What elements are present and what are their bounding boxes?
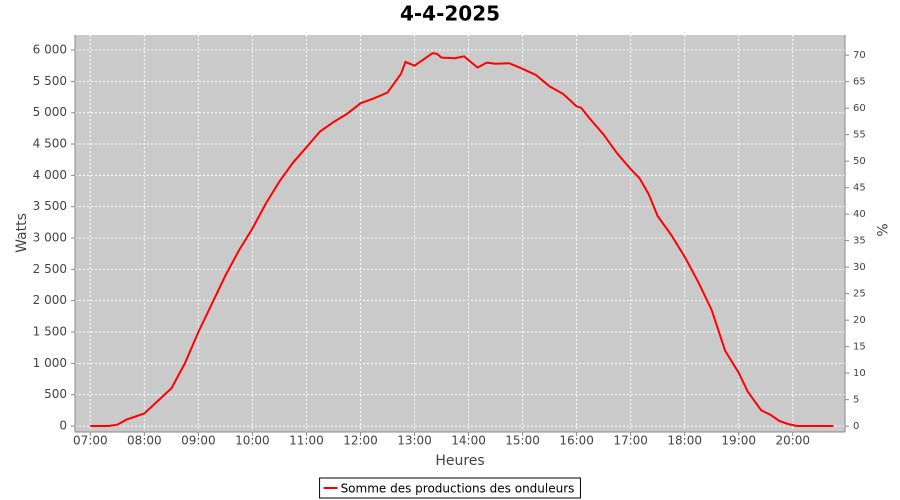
y2-tick-label: 0	[853, 421, 859, 432]
y2-tick-label: 15	[853, 342, 866, 353]
legend-box	[319, 477, 581, 499]
y2-tick-label: 35	[853, 236, 866, 247]
y2-tick-label: 55	[853, 130, 866, 141]
x-tick-label: 17:00	[613, 434, 648, 448]
x-tick-label: 18:00	[667, 434, 702, 448]
y-tick-label: 4 500	[33, 137, 67, 151]
x-tick-label: 20:00	[775, 434, 810, 448]
y-tick-label: 3 500	[33, 199, 67, 213]
y2-tick-label: 30	[853, 262, 866, 273]
x-tick-label: 08:00	[127, 434, 162, 448]
y2-axis-label: %	[873, 223, 889, 236]
x-tick-label: 14:00	[451, 434, 486, 448]
y2-tick-label: 25	[853, 289, 866, 300]
y2-tick-label: 60	[853, 103, 866, 114]
y-tick-label: 1 000	[33, 356, 67, 370]
x-tick-label: 10:00	[235, 434, 270, 448]
y2-tick-label: 10	[853, 368, 866, 379]
y-tick-label: 6 000	[33, 43, 67, 57]
y2-tick-label: 65	[853, 77, 866, 88]
y2-tick-label: 50	[853, 156, 866, 167]
y-tick-label: 5 500	[33, 74, 67, 88]
y-tick-label: 0	[59, 418, 67, 432]
y2-tick-label: 40	[853, 209, 866, 220]
y-axis-label: Watts	[14, 213, 30, 253]
x-tick-label: 16:00	[559, 434, 594, 448]
x-tick-label: 15:00	[505, 434, 540, 448]
y-tick-label: 4 000	[33, 168, 67, 182]
x-tick-label: 07:00	[73, 434, 108, 448]
series-line	[90, 52, 834, 427]
y-tick-label: 2 000	[33, 293, 67, 307]
y2-tick-label: 70	[853, 50, 866, 61]
y2-tick-label: 5	[853, 395, 859, 406]
chart-title: 4-4-2025	[400, 2, 500, 26]
y-tick-label: 2 500	[33, 262, 67, 276]
y-tick-label: 5 000	[33, 105, 67, 119]
y2-tick-label: 45	[853, 183, 866, 194]
y2-tick-label: 20	[853, 315, 866, 326]
x-tick-label: 09:00	[181, 434, 216, 448]
x-tick-label: 13:00	[397, 434, 432, 448]
x-tick-label: 11:00	[289, 434, 324, 448]
x-tick-label: 19:00	[721, 434, 756, 448]
x-tick-label: 12:00	[343, 434, 378, 448]
y-tick-label: 3 000	[33, 231, 67, 245]
legend-label: Somme des productions des onduleurs	[341, 482, 575, 496]
x-axis-label: Heures	[435, 453, 484, 469]
y-tick-label: 1 500	[33, 324, 67, 338]
y-tick-label: 500	[44, 387, 67, 401]
plot-area	[75, 35, 845, 432]
